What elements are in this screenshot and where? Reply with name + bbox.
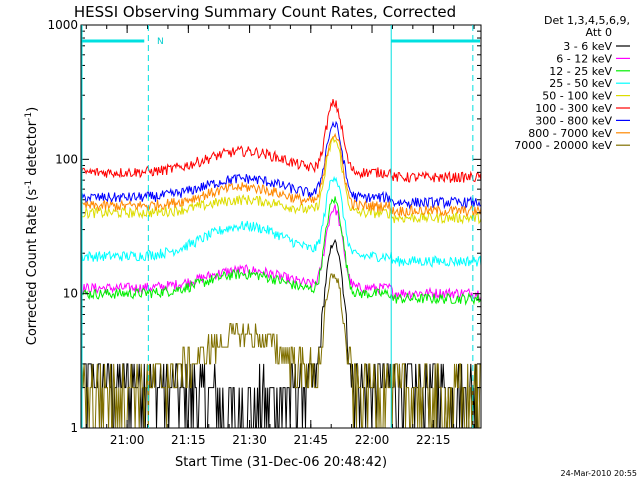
y-tick-label: 1 bbox=[70, 421, 78, 435]
legend-label: 6 - 12 keV bbox=[556, 52, 612, 65]
x-axis-label: Start Time (31-Dec-06 20:48:42) bbox=[175, 455, 387, 470]
night-marker: N bbox=[157, 37, 164, 47]
x-tick-label: 22:15 bbox=[416, 433, 451, 447]
series-line bbox=[81, 136, 481, 225]
x-axis: 21:00 21:15 21:30 21:45 22:00 22:15 bbox=[85, 25, 475, 447]
x-tick-label: 22:00 bbox=[355, 433, 390, 447]
y-axis: 1 10 100 1000 bbox=[47, 18, 481, 435]
legend-label: 50 - 100 keV bbox=[542, 90, 612, 103]
series-line bbox=[81, 204, 481, 301]
y-tick-label: 1000 bbox=[47, 18, 78, 32]
y-axis-label: Corrected Count Rate (s-1 detector-1) bbox=[24, 107, 40, 345]
legend-label: 100 - 300 keV bbox=[535, 102, 612, 115]
legend-label: 25 - 50 keV bbox=[549, 77, 612, 90]
y-tick-label: 10 bbox=[63, 287, 78, 301]
legend-label: 12 - 25 keV bbox=[549, 65, 612, 78]
legend-header-line2: Att 0 bbox=[586, 26, 612, 39]
series-line bbox=[81, 120, 481, 210]
footer-date: 24-Mar-2010 20:55 bbox=[561, 469, 638, 478]
legend-label: 800 - 7000 keV bbox=[528, 127, 612, 140]
y-tick-label: 100 bbox=[55, 152, 78, 166]
chart-title: HESSI Observing Summary Count Rates, Cor… bbox=[74, 3, 456, 21]
plot-frame bbox=[80, 24, 482, 429]
legend-label: 300 - 800 keV bbox=[535, 114, 612, 127]
series-line bbox=[81, 175, 481, 268]
series-line bbox=[81, 196, 481, 306]
x-tick-label: 21:15 bbox=[171, 433, 206, 447]
series-line bbox=[81, 99, 481, 184]
series-line bbox=[81, 132, 481, 218]
x-tick-label: 21:45 bbox=[293, 433, 328, 447]
x-tick-label: 21:30 bbox=[232, 433, 267, 447]
legend-header-line1: Det 1,3,4,5,6,9, bbox=[544, 14, 630, 27]
x-tick-label: 21:00 bbox=[110, 433, 145, 447]
series-line bbox=[81, 273, 481, 428]
legend-label: 7000 - 20000 keV bbox=[514, 139, 612, 152]
legend-label: 3 - 6 keV bbox=[563, 40, 612, 53]
